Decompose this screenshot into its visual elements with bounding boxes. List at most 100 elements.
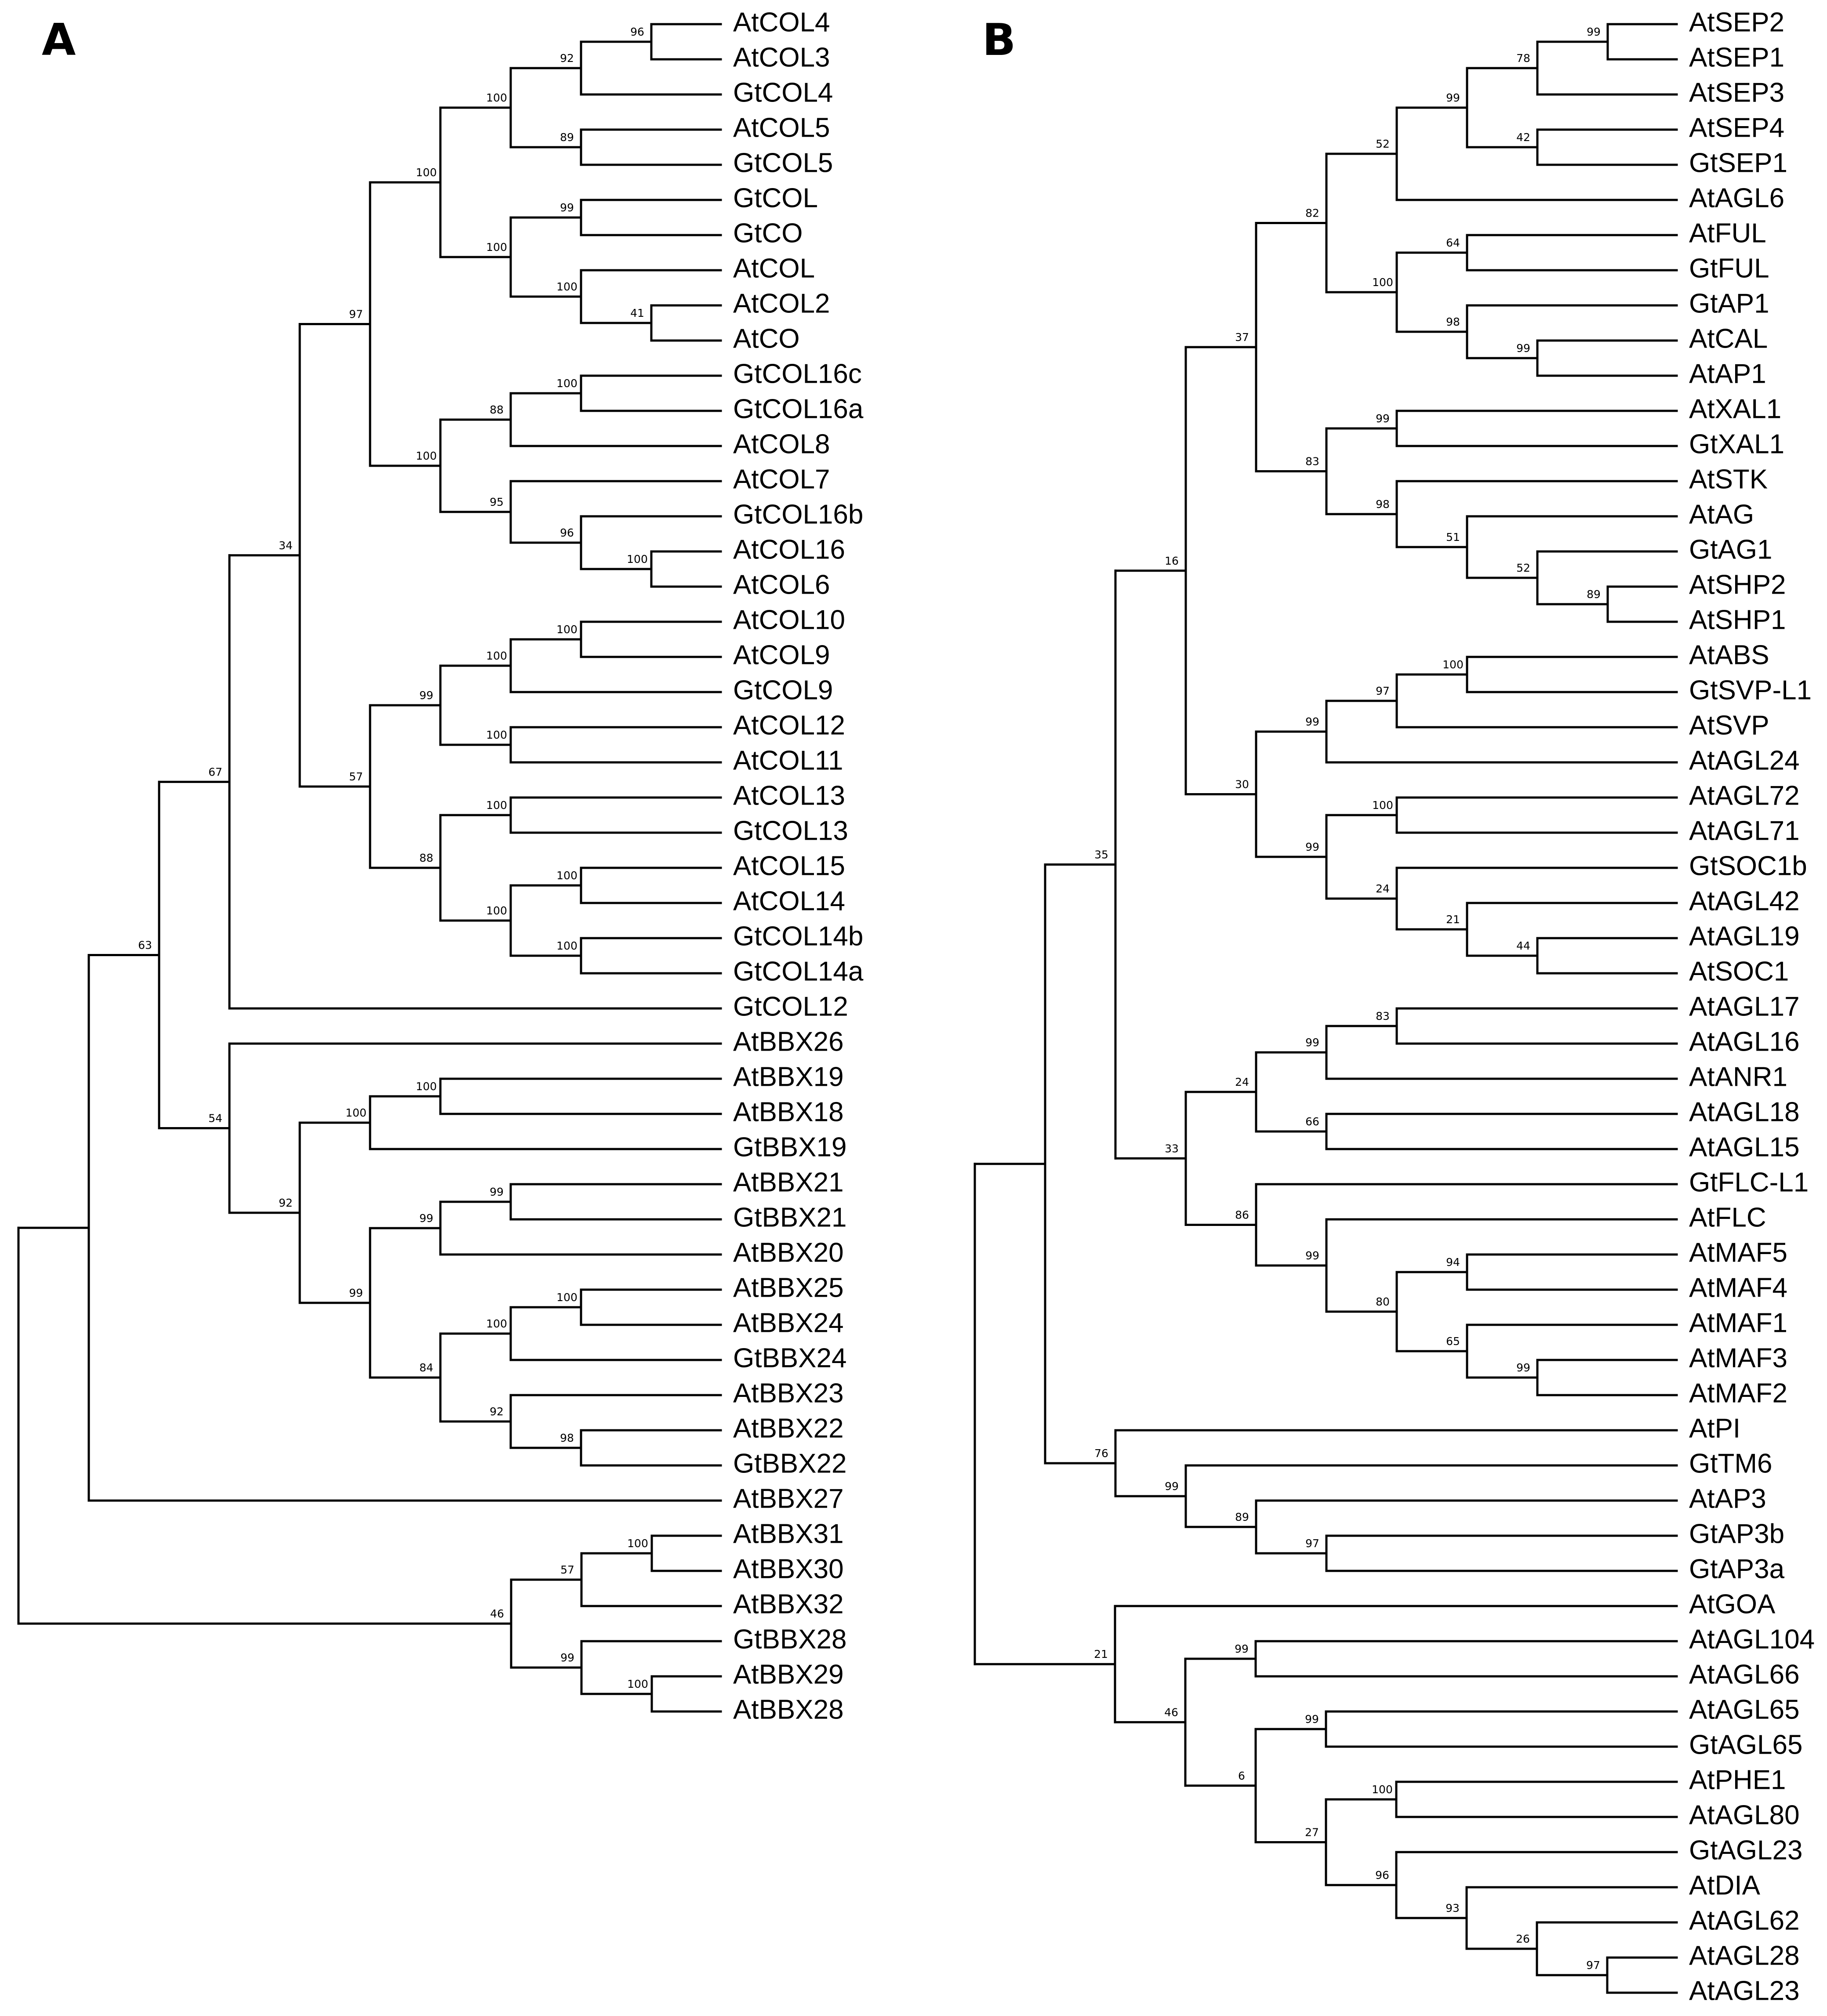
taxon-label: GtAP3b (1689, 1519, 1784, 1549)
bootstrap-value: 6 (1238, 1769, 1245, 1782)
taxon-label: AtFUL (1689, 218, 1766, 248)
taxon-label: AtABS (1689, 640, 1769, 670)
taxon-label: AtAGL62 (1689, 1905, 1800, 1936)
bootstrap-value: 97 (1586, 1959, 1600, 1972)
taxon-label: AtAGL71 (1689, 816, 1800, 846)
taxon-label: AtCOL8 (733, 429, 830, 459)
bootstrap-value: 100 (556, 377, 578, 390)
bootstrap-value: 99 (1516, 342, 1530, 355)
panel-a-tree: A AtCOL4 AtCOL3 96 GtCOL4 92 AtCOL5 GtCOL5 89 10… (17, 7, 864, 1725)
bootstrap-value: 99 (349, 1287, 363, 1299)
taxon-label: GtBBX24 (733, 1343, 846, 1373)
taxon-label: AtSOC1 (1689, 956, 1789, 986)
taxon-label: GtBBX21 (733, 1202, 846, 1233)
bootstrap-value: 99 (560, 1651, 574, 1664)
taxon-label: AtBBX18 (733, 1097, 844, 1127)
bootstrap-value: 94 (1446, 1256, 1460, 1269)
bootstrap-value: 63 (138, 939, 152, 951)
taxon-label: AtAGL42 (1689, 886, 1800, 916)
taxon-label: AtCAL (1689, 323, 1768, 354)
taxon-label: AtAGL15 (1689, 1132, 1800, 1162)
taxon-label: AtAGL104 (1689, 1624, 1815, 1654)
taxon-label: GtCO (733, 218, 803, 248)
bootstrap-value: 100 (345, 1106, 367, 1119)
bootstrap-value: 26 (1516, 1933, 1530, 1945)
taxon-label: AtBBX26 (733, 1026, 844, 1057)
taxon-label: AtAGL80 (1689, 1800, 1800, 1830)
taxon-label: GtCOL16b (733, 499, 863, 529)
bootstrap-value: 100 (556, 939, 578, 952)
taxon-label: AtBBX24 (733, 1308, 844, 1338)
bootstrap-value: 100 (1442, 658, 1464, 671)
bootstrap-value: 34 (279, 539, 293, 552)
bootstrap-value: 100 (627, 1678, 648, 1690)
bootstrap-value: 99 (1305, 715, 1319, 728)
taxon-label: AtAGL16 (1689, 1026, 1800, 1057)
taxon-label: GtTM6 (1689, 1448, 1772, 1479)
taxon-label: AtAP3 (1689, 1483, 1766, 1514)
taxon-label: AtMAF1 (1689, 1308, 1787, 1338)
taxon-label: AtBBX25 (733, 1273, 844, 1303)
bootstrap-value: 65 (1446, 1335, 1460, 1348)
taxon-label: AtAGL17 (1689, 991, 1800, 1022)
taxon-label: AtCOL15 (733, 851, 845, 881)
bootstrap-value: 96 (630, 25, 644, 38)
taxon-label: AtSEP1 (1689, 42, 1784, 73)
bootstrap-value: 99 (490, 1186, 504, 1198)
bootstrap-value: 83 (1305, 455, 1319, 468)
bootstrap-value: 52 (1376, 138, 1390, 150)
taxon-label: GtBBX22 (733, 1448, 846, 1479)
bootstrap-value: 100 (556, 623, 578, 636)
bootstrap-value: 99 (1305, 1713, 1319, 1726)
bootstrap-value: 99 (560, 201, 574, 214)
taxon-label: GtXAL1 (1689, 429, 1784, 459)
bootstrap-value: 99 (1516, 1361, 1530, 1374)
bootstrap-value: 96 (1375, 1869, 1389, 1882)
taxon-label: AtXAL1 (1689, 394, 1781, 424)
taxon-label: AtCOL12 (733, 710, 845, 740)
taxon-label: AtBBX32 (733, 1589, 844, 1619)
taxon-label: GtFUL (1689, 253, 1769, 283)
taxon-label: AtSEP3 (1689, 77, 1784, 108)
bootstrap-value: 66 (1305, 1115, 1319, 1128)
panel-b-letter: B (982, 14, 1016, 65)
bootstrap-value: 27 (1305, 1826, 1319, 1839)
bootstrap-value: 97 (349, 308, 363, 321)
taxon-label: GtCOL12 (733, 991, 848, 1022)
bootstrap-value: 99 (1165, 1480, 1179, 1493)
taxon-label: AtBBX21 (733, 1167, 844, 1197)
taxon-label: AtAGL18 (1689, 1097, 1800, 1127)
taxon-label: GtCOL16a (733, 394, 864, 424)
taxon-label: AtCOL13 (733, 780, 845, 811)
bootstrap-value: 100 (556, 869, 578, 882)
taxon-label: AtCOL3 (733, 42, 830, 73)
taxon-label: AtMAF3 (1689, 1343, 1787, 1373)
bootstrap-value: 21 (1446, 913, 1460, 926)
bootstrap-value: 100 (1372, 276, 1393, 289)
bootstrap-value: 82 (1305, 207, 1319, 220)
taxon-label: GtAGL65 (1689, 1730, 1802, 1760)
bootstrap-value: 98 (1376, 498, 1390, 511)
bootstrap-value: 86 (1235, 1209, 1249, 1222)
taxon-label: AtAGL72 (1689, 780, 1800, 811)
bootstrap-value: 100 (1372, 1783, 1393, 1796)
taxon-label: AtAGL65 (1689, 1694, 1800, 1725)
taxon-label: AtSEP2 (1689, 7, 1784, 37)
bootstrap-value: 46 (1164, 1706, 1178, 1719)
bootstrap-value: 100 (486, 649, 507, 662)
taxon-label: AtSVP (1689, 710, 1769, 740)
taxon-label: AtBBX31 (733, 1519, 844, 1549)
bootstrap-value: 99 (419, 689, 433, 702)
bootstrap-value: 96 (560, 526, 574, 539)
bootstrap-value: 100 (486, 1317, 507, 1330)
taxon-label: AtFLC (1689, 1202, 1766, 1233)
bootstrap-value: 99 (1376, 412, 1390, 425)
bootstrap-value: 100 (486, 91, 507, 104)
taxon-label: AtAGL19 (1689, 921, 1800, 951)
bootstrap-value: 30 (1235, 778, 1249, 791)
taxon-label: AtBBX23 (733, 1378, 844, 1408)
bootstrap-value: 100 (627, 1537, 648, 1550)
bootstrap-value: 33 (1165, 1142, 1179, 1155)
bootstrap-value: 24 (1376, 882, 1390, 895)
